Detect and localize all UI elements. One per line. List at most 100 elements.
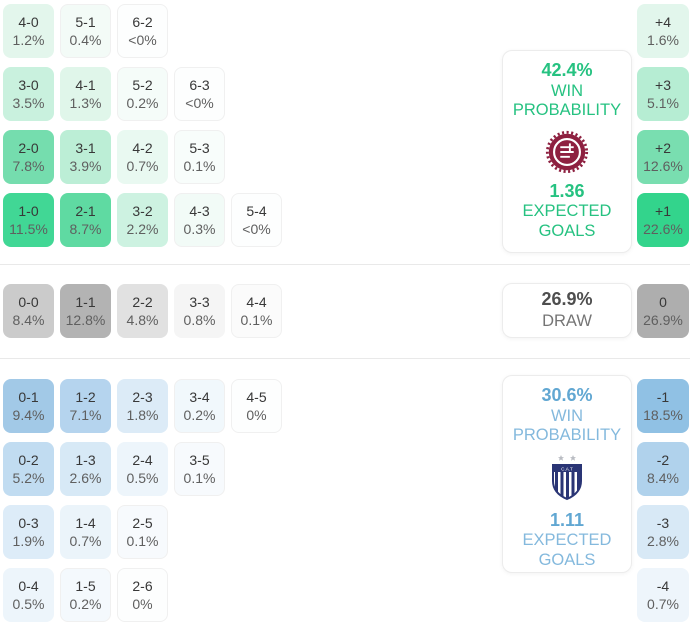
score-cell: 2-6 0% bbox=[117, 568, 168, 622]
cell-probability-label: 7.1% bbox=[69, 406, 102, 423]
goal-diff-cell: +1 22.6% bbox=[637, 193, 689, 247]
cell-score-label: 2-6 bbox=[132, 578, 153, 595]
cell-score-label: -1 bbox=[656, 389, 670, 406]
cell-score-label: 1-4 bbox=[75, 515, 96, 532]
score-cell: 0-1 9.4% bbox=[3, 379, 54, 433]
score-cell: 1-0 11.5% bbox=[3, 193, 54, 247]
cell-score-label: 3-2 bbox=[132, 203, 153, 220]
cell-score-label: 5-2 bbox=[132, 77, 153, 94]
goal-diff-cell: -4 0.7% bbox=[637, 568, 689, 622]
cell-score-label: 2-5 bbox=[132, 515, 153, 532]
score-cell: 3-5 0.1% bbox=[174, 442, 225, 496]
cell-probability-label: 0.7% bbox=[69, 532, 102, 549]
goal-diff-cell: +3 5.1% bbox=[637, 67, 689, 121]
cell-score-label: +3 bbox=[655, 77, 671, 94]
goal-diff-cell: -3 2.8% bbox=[637, 505, 689, 559]
home-win-panel: 42.4% WIN PROBABILITY 1.36 EXPECTED GOAL… bbox=[502, 50, 632, 253]
away-win-panel: 30.6% WIN PROBABILITY C.A.T 1.11 EXPECTE… bbox=[502, 375, 632, 573]
cell-probability-label: 11.5% bbox=[9, 220, 48, 237]
cell-probability-label: 0.1% bbox=[240, 311, 273, 328]
section-divider bbox=[0, 358, 690, 359]
score-cell: 3-3 0.8% bbox=[174, 284, 225, 338]
cell-probability-label: 3.9% bbox=[69, 157, 102, 174]
cell-probability-label: 1.2% bbox=[12, 31, 45, 48]
draw-panel: 26.9% DRAW bbox=[502, 283, 632, 338]
cell-score-label: 5-1 bbox=[75, 14, 96, 31]
score-cell: 2-0 7.8% bbox=[3, 130, 54, 184]
cell-probability-label: 12.8% bbox=[65, 311, 106, 328]
cell-score-label: 5-4 bbox=[246, 203, 267, 220]
cell-probability-label: 0.2% bbox=[183, 406, 216, 423]
cell-score-label: 0-3 bbox=[18, 515, 39, 532]
cell-score-label: 1-1 bbox=[75, 294, 96, 311]
cell-probability-label: 5.2% bbox=[12, 469, 45, 486]
cell-score-label: 3-4 bbox=[189, 389, 210, 406]
cell-score-label: 6-2 bbox=[132, 14, 153, 31]
score-cell: 0-4 0.5% bbox=[3, 568, 54, 622]
cell-probability-label: 12.6% bbox=[643, 157, 683, 174]
cell-probability-label: 3.5% bbox=[12, 94, 45, 111]
score-cell: 5-1 0.4% bbox=[60, 4, 111, 58]
score-cell: 3-4 0.2% bbox=[174, 379, 225, 433]
goal-diff-cell: -2 8.4% bbox=[637, 442, 689, 496]
cell-probability-label: 1.6% bbox=[647, 31, 679, 48]
score-cell: 4-1 1.3% bbox=[60, 67, 111, 121]
cell-probability-label: <0% bbox=[185, 94, 214, 111]
cell-probability-label: 0.2% bbox=[69, 595, 102, 612]
score-cell: 1-4 0.7% bbox=[60, 505, 111, 559]
away-team-crest-icon: C.A.T bbox=[552, 454, 582, 500]
cell-probability-label: 8.4% bbox=[12, 311, 45, 328]
cell-probability-label: 0% bbox=[132, 595, 153, 612]
svg-text:C.A.T: C.A.T bbox=[561, 466, 573, 471]
score-cell: 2-2 4.8% bbox=[117, 284, 168, 338]
cell-probability-label: 7.8% bbox=[12, 157, 45, 174]
cell-score-label: 1-2 bbox=[75, 389, 96, 406]
cell-score-label: 1-3 bbox=[75, 452, 96, 469]
cell-score-label: 2-2 bbox=[132, 294, 153, 311]
cell-score-label: 4-2 bbox=[132, 140, 153, 157]
cell-score-label: 2-4 bbox=[132, 452, 153, 469]
draw-label: DRAW bbox=[542, 312, 592, 331]
score-cell: 1-2 7.1% bbox=[60, 379, 111, 433]
cell-probability-label: 0.1% bbox=[126, 532, 159, 549]
cell-score-label: 2-0 bbox=[18, 140, 39, 157]
cell-probability-label: 9.4% bbox=[12, 406, 45, 423]
cell-score-label: 5-3 bbox=[189, 140, 210, 157]
cell-score-label: 4-0 bbox=[18, 14, 39, 31]
cell-probability-label: 2.8% bbox=[647, 532, 679, 549]
score-cell: 0-3 1.9% bbox=[3, 505, 54, 559]
score-cell: 0-2 5.2% bbox=[3, 442, 54, 496]
cell-probability-label: 0.8% bbox=[183, 311, 216, 328]
cell-probability-label: 0.1% bbox=[183, 157, 216, 174]
score-cell: 3-2 2.2% bbox=[117, 193, 168, 247]
cell-score-label: 3-1 bbox=[75, 140, 96, 157]
cell-score-label: 4-4 bbox=[246, 294, 267, 311]
cell-probability-label: <0% bbox=[242, 220, 271, 237]
score-cell: 6-2 <0% bbox=[117, 4, 168, 58]
score-cell: 2-3 1.8% bbox=[117, 379, 168, 433]
cell-probability-label: 2.2% bbox=[126, 220, 159, 237]
cell-score-label: 2-3 bbox=[132, 389, 153, 406]
cell-score-label: 0-0 bbox=[18, 294, 39, 311]
cell-probability-label: 1.3% bbox=[69, 94, 102, 111]
cell-score-label: 3-0 bbox=[18, 77, 39, 94]
cell-probability-label: <0% bbox=[128, 31, 157, 48]
cell-probability-label: 8.7% bbox=[69, 220, 102, 237]
cell-score-label: +4 bbox=[655, 14, 671, 31]
score-cell: 3-0 3.5% bbox=[3, 67, 54, 121]
score-cell: 2-4 0.5% bbox=[117, 442, 168, 496]
score-cell: 5-4 <0% bbox=[231, 193, 282, 247]
score-cell: 1-5 0.2% bbox=[60, 568, 111, 622]
cell-score-label: +2 bbox=[655, 140, 671, 157]
cell-score-label: 0-4 bbox=[18, 578, 39, 595]
draw-probability-value: 26.9% bbox=[541, 289, 593, 310]
cell-score-label: -4 bbox=[656, 578, 670, 595]
score-cell: 4-5 0% bbox=[231, 379, 282, 433]
score-cell: 1-3 2.6% bbox=[60, 442, 111, 496]
score-cell: 2-5 0.1% bbox=[117, 505, 168, 559]
home-expected-goals-label: EXPECTED GOALS bbox=[522, 202, 612, 240]
cell-probability-label: 1.8% bbox=[126, 406, 159, 423]
cell-score-label: 0-1 bbox=[18, 389, 39, 406]
cell-probability-label: 0% bbox=[246, 406, 267, 423]
